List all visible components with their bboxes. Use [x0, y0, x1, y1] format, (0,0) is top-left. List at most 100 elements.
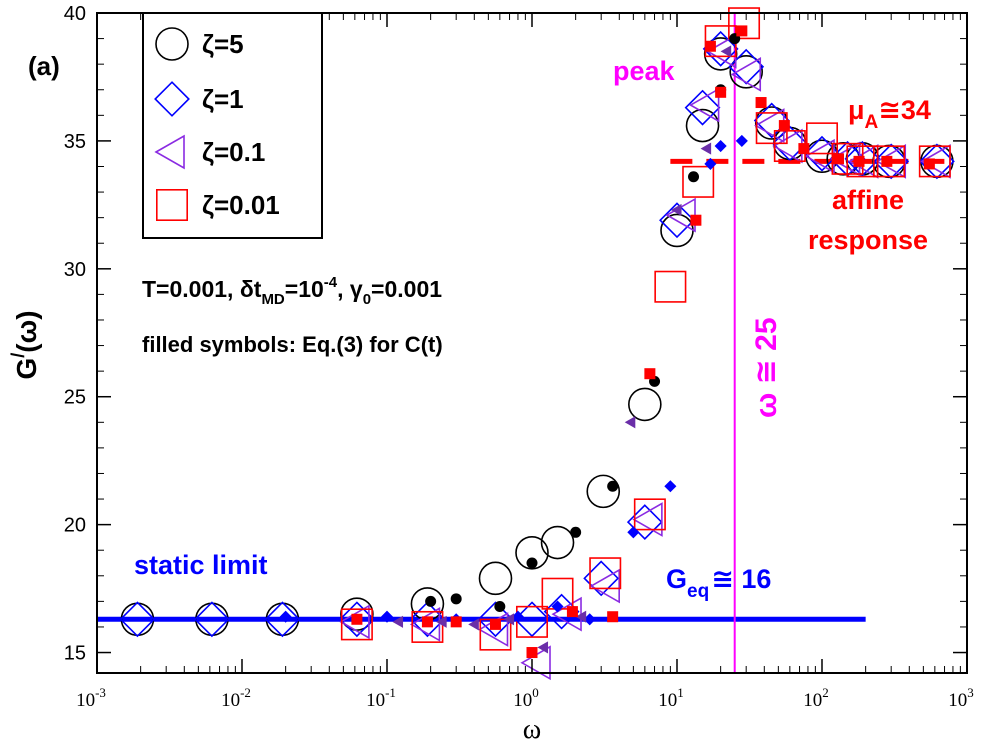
legend-label-2: ζ=0.1 — [202, 137, 265, 167]
svg-text:G/(ω): G/(ω) — [8, 310, 42, 379]
data-point--0-01-6 — [633, 498, 666, 531]
data-point-filled-0-01-eq-3--16 — [853, 155, 865, 167]
affine-label-line2: response — [808, 225, 928, 255]
data-point--0-1-16 — [875, 143, 907, 179]
panel-label: (a) — [28, 51, 60, 81]
data-point-filled-0-01-eq-3--0 — [351, 613, 363, 625]
data-point--0-01-8 — [682, 165, 715, 198]
data-point-filled-0-01-eq-3--18 — [923, 158, 935, 170]
data-point-filled-0-1-eq-3--4 — [537, 641, 549, 654]
data-point-filled-5-eq-3--5 — [607, 480, 619, 492]
data-markers — [119, 7, 955, 681]
data-point-filled-0-1-eq-3--1 — [436, 615, 447, 628]
x-tick-label-4: 101 — [658, 685, 684, 711]
data-point-filled-0-01-eq-3--15 — [833, 153, 845, 165]
data-point--0-01-1 — [411, 610, 444, 643]
data-point-filled-0-01-eq-3--17 — [881, 155, 893, 167]
data-point--5-13 — [729, 55, 763, 89]
data-point--0-01-10 — [728, 7, 761, 40]
data-point-filled-0-01-eq-3--11 — [736, 25, 748, 37]
x-tick-label-5: 102 — [803, 685, 829, 711]
data-point-filled-1-eq-3--9 — [714, 139, 727, 153]
data-point--0-01-7 — [654, 270, 687, 303]
data-point-filled-1-eq-3--10 — [735, 134, 748, 147]
data-point-filled-0-01-eq-3--4 — [526, 647, 538, 659]
ylabel-sup: / — [8, 353, 28, 358]
data-point-filled-5-eq-3--2 — [494, 600, 506, 612]
data-point-filled-0-01-eq-3--2 — [450, 616, 462, 628]
data-point--1-9 — [626, 504, 663, 541]
data-point--1-4 — [409, 601, 446, 638]
data-point--0-1-8 — [688, 87, 720, 123]
data-point--0-01-17 — [918, 145, 951, 178]
data-point--1-11 — [684, 89, 721, 126]
data-point-filled-0-01-eq-3--3 — [489, 618, 501, 630]
data-point-filled-0-1-eq-3--0 — [392, 615, 404, 628]
parameters-text: T=0.001, δtMD=10-4, γ0=0.001 — [142, 274, 442, 308]
legend-label-3: ζ=0.01 — [202, 190, 280, 220]
data-point-filled-1-eq-3--8 — [704, 157, 717, 170]
data-point-filled-5-eq-3--3 — [526, 557, 538, 569]
y-axis-label: G/(ω) — [8, 310, 42, 379]
data-point-filled-0-01-eq-3--6 — [607, 611, 619, 623]
y-tick-label-0: 15 — [64, 643, 86, 665]
data-point-filled-1-eq-3--6 — [627, 526, 640, 539]
data-point-filled-5-eq-3--1 — [450, 593, 462, 605]
geq-label: Geq≅ 16 — [666, 564, 771, 602]
data-point-filled-1-eq-3--4 — [551, 600, 564, 613]
x-tick-label-2: 10-1 — [366, 685, 396, 711]
filled-symbols-note: filled symbols: Eq.(3) for C(t) — [142, 332, 443, 357]
data-point-filled-1-eq-3--5 — [583, 613, 596, 626]
data-point-filled-0-01-eq-3--13 — [778, 120, 790, 132]
affine-label-line1: affine — [832, 185, 904, 215]
mu-a-label: μA≅34 — [848, 95, 931, 133]
x-tick-label-3: 100 — [513, 685, 539, 711]
data-point--0-1-6 — [632, 502, 663, 537]
x-tick-label-0: 10-3 — [76, 685, 106, 711]
data-point--5-10 — [660, 213, 694, 248]
data-point--0-1-10 — [730, 57, 762, 92]
data-point-filled-1-eq-3--7 — [664, 480, 677, 493]
axis-ticks: 10-3 10-2 10-1 100 101 102 103 15 20 25 30 35 40 — [64, 3, 974, 711]
data-point--0-01-16 — [873, 145, 906, 178]
data-point-filled-5-eq-3--7 — [688, 171, 700, 183]
legend-box — [142, 12, 323, 239]
data-point-filled-0-01-eq-3--12 — [755, 97, 767, 109]
data-point-filled-1-eq-3--3 — [511, 610, 524, 623]
data-point-filled-0-01-eq-3--9 — [704, 40, 716, 52]
legend-label-1: ζ=1 — [202, 84, 244, 114]
y-tick-label-3: 30 — [64, 259, 86, 281]
data-point--0-1-5 — [589, 568, 620, 604]
data-point--1-1 — [193, 601, 230, 638]
data-point-filled-0-1-eq-3--5 — [575, 610, 587, 623]
y-tick-label-1: 20 — [64, 515, 86, 537]
data-point-filled-0-1-eq-3--7 — [670, 203, 682, 217]
legend-marker-1 — [154, 81, 190, 117]
data-point-filled-5-eq-3--0 — [425, 595, 437, 607]
legend-marker-0 — [155, 27, 189, 61]
data-point-filled-5-eq-3--4 — [570, 526, 582, 538]
x-tick-label-6: 103 — [948, 685, 974, 711]
data-point--0-01-5 — [589, 557, 622, 590]
static-limit-label: static limit — [134, 550, 268, 580]
data-point--0-01-13 — [805, 122, 838, 155]
legend-marker-2 — [154, 134, 185, 170]
legend: ζ=5 ζ=1 ζ=0.1 ζ=0.01 — [142, 12, 323, 239]
peak-label: peak — [613, 56, 676, 86]
data-point-filled-1-eq-3--0 — [279, 610, 292, 623]
data-point--5-9 — [628, 387, 662, 422]
y-tick-label-2: 25 — [64, 387, 86, 409]
data-point-filled-0-1-eq-3--9 — [720, 45, 732, 58]
data-point-filled-1-eq-3--1 — [380, 610, 394, 623]
y-tick-label-5: 40 — [64, 3, 86, 25]
y-tick-label-4: 35 — [64, 131, 86, 153]
data-point-filled-0-01-eq-3--10 — [715, 86, 727, 98]
data-point--0-01-15 — [846, 145, 879, 178]
omega-peak-label: ω ≅ 25 — [750, 317, 783, 418]
data-point--5-5 — [478, 561, 513, 596]
data-point--5-6 — [515, 535, 549, 570]
x-axis-label: ω — [523, 714, 541, 745]
data-point-filled-0-01-eq-3--7 — [644, 368, 656, 380]
data-point-filled-0-01-eq-3--8 — [690, 214, 702, 226]
